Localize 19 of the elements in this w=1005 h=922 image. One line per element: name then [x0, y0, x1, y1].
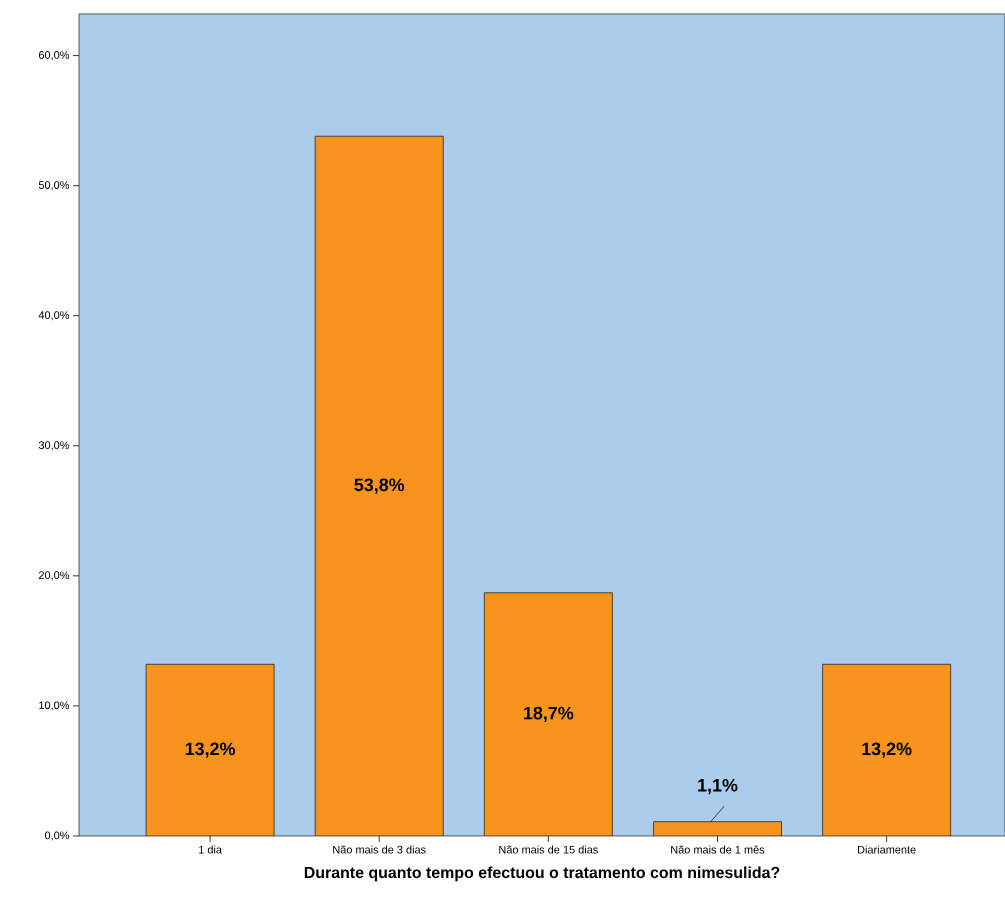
x-tick-label: Diariamente [857, 845, 916, 854]
y-tick-label: 20,0% [38, 571, 70, 581]
y-tick-label: 50,0% [38, 181, 70, 191]
y-tick-label: 40,0% [38, 311, 70, 321]
data-label: 13,2% [185, 742, 236, 758]
x-tick-label: Não mais de 15 dias [499, 845, 598, 854]
x-tick-label: Não mais de 3 dias [333, 845, 426, 854]
data-label: 18,7% [524, 706, 574, 723]
y-tick-label: 60,0% [38, 51, 70, 61]
x-axis-title: Durante quanto tempo efectuou o tratamento com nimesulida? [304, 866, 780, 882]
data-label: 13,2% [862, 742, 912, 758]
x-tick-label: Não mais de 1 mês [671, 845, 765, 854]
y-tick-label: 0,0% [44, 831, 70, 841]
data-label: 1,1% [698, 778, 738, 795]
y-tick-label: 10,0% [39, 701, 70, 711]
y-tick-label: 30,0% [38, 441, 70, 451]
data-label: 53,8% [354, 478, 405, 494]
bar [653, 821, 782, 836]
x-tick-label: 1 dia [199, 845, 222, 854]
